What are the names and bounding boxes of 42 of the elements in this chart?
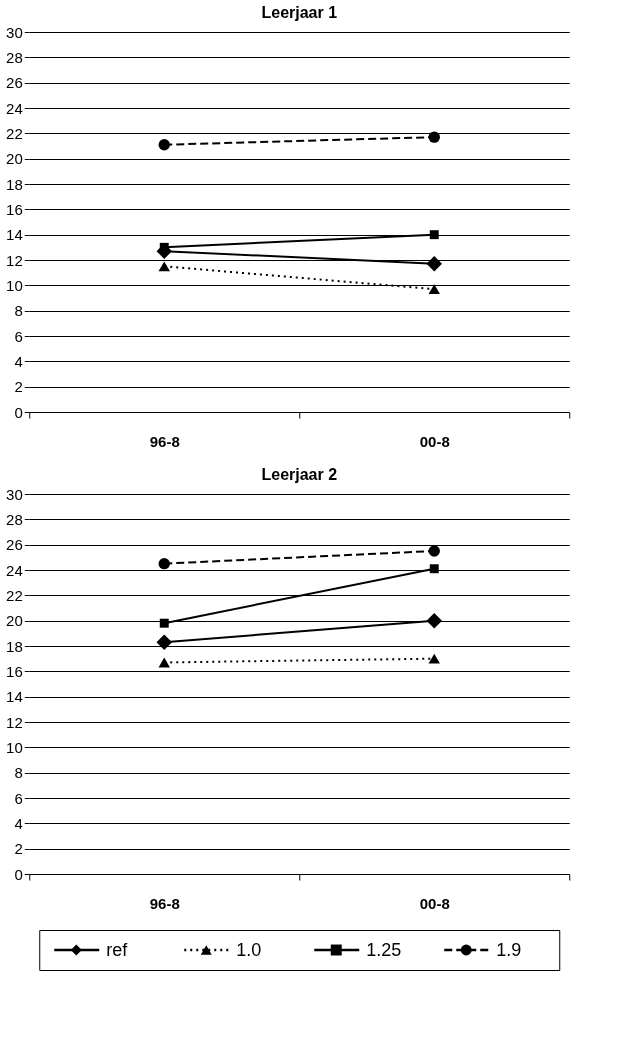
y-tick-label: 6 (14, 327, 23, 345)
y-tick-label: 2 (14, 378, 23, 396)
y-tick-label: 18 (6, 637, 23, 655)
y-tick-label: 20 (6, 612, 23, 630)
y-tick-label: 10 (6, 276, 23, 294)
y-tick-label: 28 (6, 48, 23, 66)
y-tick-label: 14 (6, 226, 23, 244)
y-tick-label: 28 (6, 510, 23, 528)
y-tick-label: 22 (6, 586, 23, 604)
y-tick-label: 18 (6, 175, 23, 193)
chart-title: Leerjaar 2 (261, 466, 338, 483)
y-tick-label: 24 (6, 561, 23, 579)
y-tick-label: 8 (14, 764, 23, 782)
y-tick-label: 20 (6, 150, 23, 168)
y-tick-label: 14 (6, 688, 23, 706)
y-tick-label: 26 (6, 74, 23, 92)
y-tick-label: 30 (6, 23, 23, 41)
y-tick-label: 0 (14, 865, 23, 883)
y-tick-label: 4 (14, 352, 23, 370)
legend-label: ref (106, 940, 129, 960)
y-tick-label: 26 (6, 536, 23, 554)
y-tick-label: 6 (14, 789, 23, 807)
legend-label: 1.0 (236, 940, 262, 960)
y-tick-label: 10 (6, 738, 23, 756)
y-tick-label: 30 (6, 485, 23, 503)
x-tick-label: 00-8 (419, 432, 450, 450)
x-tick-label: 00-8 (419, 894, 450, 912)
y-tick-label: 2 (14, 840, 23, 858)
chart-title: Leerjaar 1 (261, 4, 338, 21)
y-tick-label: 12 (6, 251, 23, 269)
x-tick-label: 96-8 (149, 894, 180, 912)
y-tick-label: 12 (6, 713, 23, 731)
legend-label: 1.9 (496, 940, 522, 960)
y-tick-label: 0 (14, 403, 23, 421)
y-tick-label: 16 (6, 662, 23, 680)
y-tick-label: 8 (14, 302, 23, 320)
legend-label: 1.25 (366, 940, 402, 960)
y-tick-label: 16 (6, 200, 23, 218)
y-tick-label: 24 (6, 99, 23, 117)
y-tick-label: 4 (14, 814, 23, 832)
x-tick-label: 96-8 (149, 432, 180, 450)
y-tick-label: 22 (6, 124, 23, 142)
